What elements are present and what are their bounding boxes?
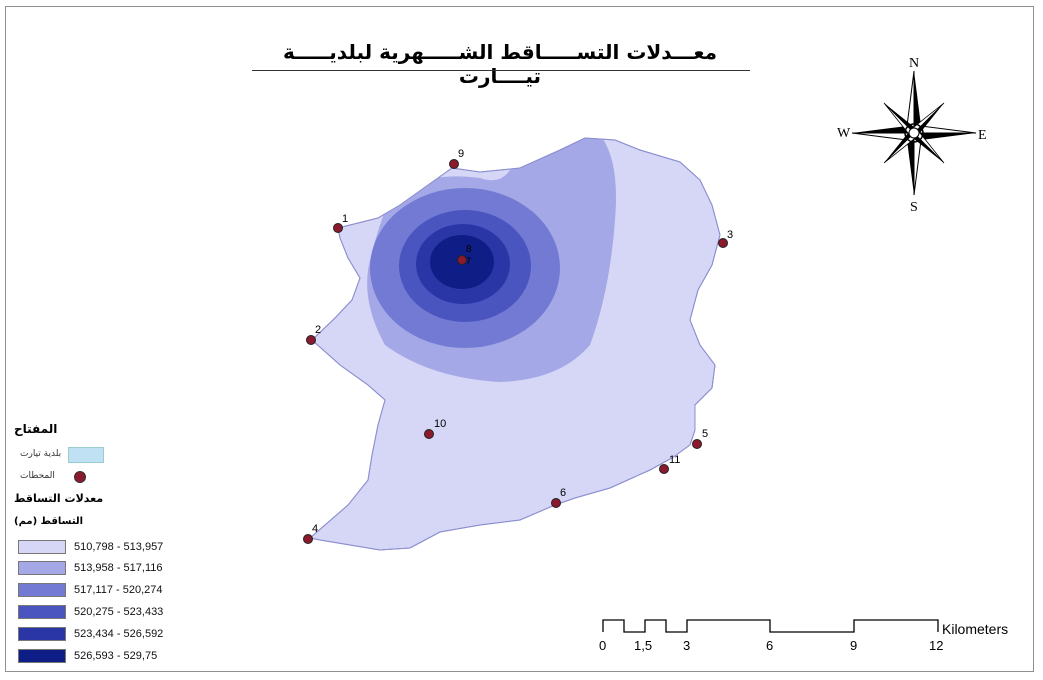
precipitation-bands: [367, 138, 616, 382]
svg-text:2: 2: [315, 324, 321, 336]
compass-rose-icon: N S E W: [837, 56, 987, 215]
legend-station-icon: [74, 471, 86, 483]
legend-swatch: [18, 605, 66, 619]
legend-swatch: [18, 627, 66, 641]
legend-stations-label: المحطات: [20, 471, 55, 481]
station-8: 8: [466, 244, 472, 255]
svg-text:8: 8: [466, 244, 472, 255]
legend-precip-title: معدلات التساقط: [14, 492, 104, 505]
svg-text:10: 10: [434, 418, 446, 430]
legend-swatch: [18, 583, 66, 597]
scale-tick-9: 9: [850, 638, 857, 653]
map-border: [5, 6, 1034, 672]
compass-s: S: [910, 200, 918, 215]
station-1: 1: [333, 213, 348, 233]
scale-tick-1-5: 1,5: [634, 638, 652, 653]
map-title: معـــدلات التســـــاقط الشـــــهرية لبلد…: [282, 40, 718, 88]
legend-title: المفتاح: [14, 422, 58, 436]
scale-tick-12: 12: [929, 638, 943, 653]
legend-municipality: بلدية تيارت: [20, 446, 130, 463]
legend-precip-subtitle: التساقط (مم): [14, 516, 84, 527]
legend-municipality-swatch: [68, 447, 104, 463]
svg-text:6: 6: [560, 487, 566, 499]
station-6: 6: [551, 487, 566, 508]
station-7: 7: [457, 255, 471, 266]
svg-text:7: 7: [466, 256, 471, 266]
station-10: 10: [424, 418, 446, 439]
svg-text:11: 11: [669, 454, 680, 466]
legend-class-label: 510,798 - 513,957: [74, 541, 164, 553]
station-3: 3: [718, 229, 733, 248]
legend-class-label: 520,275 - 523,433: [74, 606, 164, 618]
legend-swatch: [18, 561, 66, 575]
svg-text:3: 3: [727, 229, 733, 241]
legend-class-label: 526,593 - 529,75: [74, 650, 158, 662]
scale-bar: 0 1,5 3 6 9 12 Kilometers: [599, 619, 1008, 653]
scale-tick-6: 6: [766, 638, 773, 653]
svg-text:1: 1: [342, 213, 348, 225]
station-9: 9: [449, 148, 464, 169]
legend-class-label: 513,958 - 517,116: [74, 562, 163, 574]
compass-e: E: [978, 128, 987, 143]
legend-stations: المحطات: [20, 468, 130, 484]
compass-n: N: [909, 56, 919, 71]
scale-tick-0: 0: [599, 638, 606, 653]
station-5: 5: [692, 428, 708, 449]
legend-class-label: 517,117 - 520,274: [74, 584, 163, 596]
station-11: 11: [659, 454, 680, 474]
svg-text:4: 4: [312, 523, 318, 535]
legend-class-label: 523,434 - 526,592: [74, 628, 164, 640]
svg-text:9: 9: [458, 148, 464, 160]
scale-unit: Kilometers: [942, 621, 1008, 637]
title-underline: [252, 70, 750, 71]
compass-w: W: [837, 126, 851, 141]
legend-municipality-label: بلدية تيارت: [20, 449, 62, 459]
legend-swatch: [18, 649, 66, 663]
legend-swatch: [18, 540, 66, 554]
station-2: 2: [306, 324, 321, 345]
station-4: 4: [303, 523, 318, 544]
stations: 1 2 3 4 5 6 7 8 9 10 11: [303, 148, 733, 544]
svg-text:5: 5: [702, 428, 708, 440]
scale-tick-3: 3: [683, 638, 690, 653]
